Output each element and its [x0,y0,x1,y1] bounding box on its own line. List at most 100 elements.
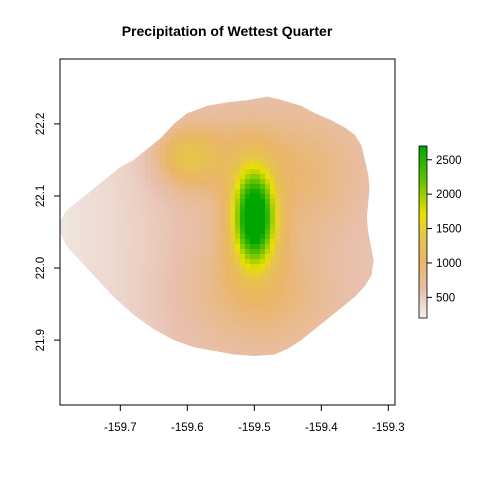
raster-cell [65,284,71,290]
raster-cell [225,384,231,390]
raster-cell [205,359,211,365]
raster-cell [360,169,366,175]
raster-cell [225,259,231,265]
raster-cell [160,96,166,100]
raster-cell [355,399,361,405]
raster-cell [195,354,201,356]
raster-cell [130,144,136,150]
raster-cell [80,64,86,70]
raster-cell [330,129,336,135]
raster-cell [275,394,281,400]
raster-cell [295,384,301,390]
raster-cell [240,96,246,100]
raster-cell [120,329,126,335]
raster-cell [60,249,66,255]
raster-cell [85,224,91,230]
raster-cell [270,149,276,155]
raster-cell [320,239,326,245]
raster-cell [365,399,371,405]
raster-cell [185,299,191,305]
raster-cell [180,74,186,80]
raster-cell [300,239,306,245]
raster-cell [330,219,336,225]
raster-cell [345,69,351,75]
raster-cell [255,224,261,230]
raster-cell [280,194,286,200]
raster-cell [160,359,166,365]
raster-cell [275,149,281,155]
raster-cell [375,364,381,370]
raster-cell [110,99,116,105]
raster-cell [185,209,191,215]
raster-cell [310,244,316,250]
raster-cell [320,144,326,150]
raster-cell [230,274,236,280]
raster-cell [355,164,361,170]
raster-cell [70,389,76,395]
raster-cell [305,289,311,295]
raster-cell [340,74,346,80]
raster-cell [145,119,151,125]
raster-cell [210,199,216,205]
raster-cell [385,279,391,285]
raster-cell [330,69,336,75]
raster-cell [320,399,326,405]
raster-cell [245,129,251,135]
raster-cell [195,284,201,290]
raster-cell [85,194,91,200]
raster-cell [260,69,266,75]
raster-cell [140,249,146,255]
raster-cell [205,129,211,135]
raster-cell [235,144,241,150]
raster-cell [365,234,371,240]
raster-cell [130,224,136,230]
raster-cell [290,334,296,340]
raster-cell [230,199,236,205]
raster-cell [385,174,391,180]
raster-cell [270,169,276,175]
raster-cell [150,134,156,140]
raster-cell [185,134,191,140]
raster-cell [175,364,181,370]
raster-cell [305,124,311,130]
raster-cell [165,379,171,385]
raster-cell [380,374,386,380]
raster-cell [165,109,171,115]
raster-cell [165,134,171,140]
raster-cell [135,314,141,320]
raster-cell [205,69,211,75]
raster-cell [345,224,351,230]
raster-cell [115,349,121,355]
raster-cell [365,96,371,100]
raster-cell [230,339,236,345]
raster-cell [185,274,191,280]
raster-cell [265,234,271,240]
raster-cell [130,149,136,155]
raster-cell [120,96,126,100]
raster-cell [195,144,201,150]
raster-cell [385,379,391,385]
raster-cell [225,169,231,175]
raster-cell [175,249,181,255]
raster-cell [365,124,371,130]
raster-cell [100,59,106,65]
raster-cell [70,194,76,200]
raster-cell [380,319,386,325]
raster-cell [355,169,361,175]
raster-cell [370,174,374,180]
raster-cell [315,269,321,275]
raster-cell [250,234,256,240]
raster-cell [185,319,191,325]
raster-cell [140,69,146,75]
raster-cell [230,189,236,195]
raster-cell [305,344,311,350]
raster-cell [335,379,341,385]
raster-cell [225,269,231,275]
raster-cell [385,84,391,90]
raster-cell [370,314,374,320]
raster-cell [160,99,166,105]
raster-cell [95,239,101,245]
raster-cell [300,264,306,270]
raster-cell [335,324,341,330]
raster-cell [95,299,101,305]
